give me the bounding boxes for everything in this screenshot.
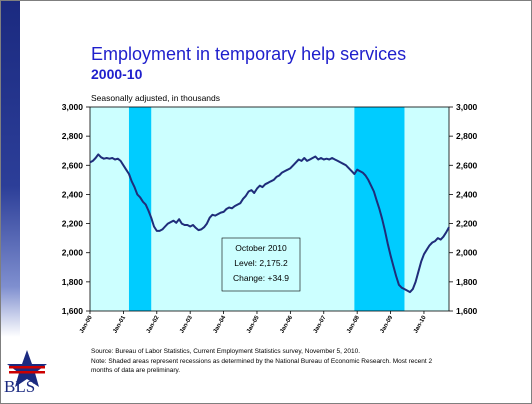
y-tick-label-left: 2,600 bbox=[62, 160, 84, 170]
chart-title: Employment in temporary help services bbox=[91, 44, 407, 64]
y-axis-unit-note: Seasonally adjusted, in thousands bbox=[91, 93, 221, 103]
y-tick-label-right: 3,000 bbox=[456, 102, 478, 112]
recession-shading-group bbox=[90, 107, 449, 311]
x-tick-label: Jan-04 bbox=[213, 314, 228, 334]
annotation-box-frame bbox=[221, 237, 301, 292]
y-tick-label-right: 2,800 bbox=[456, 131, 478, 141]
y-tick-label-left: 3,000 bbox=[62, 102, 84, 112]
series-line bbox=[89, 153, 450, 294]
recession-note-line-2: months of data are preliminary. bbox=[91, 367, 181, 374]
x-tick-label: Jan-02 bbox=[146, 314, 161, 334]
x-tick-label: Jan-01 bbox=[112, 314, 127, 334]
x-tick-label: Jan-09 bbox=[380, 314, 395, 334]
y-tick-label-right: 2,600 bbox=[456, 160, 478, 170]
bls-logo-text: BLS bbox=[4, 377, 36, 396]
series-group bbox=[89, 153, 450, 294]
y-axis-right: 3,000 2,800 2,600 2,400 2,200 2,000 1,800 1,600 bbox=[449, 102, 478, 316]
x-tick-label: Jan-08 bbox=[346, 314, 361, 334]
y-tick-label-right: 2,200 bbox=[456, 219, 478, 229]
y-tick-label-left: 1,600 bbox=[62, 306, 84, 316]
x-tick-label: Jan-05 bbox=[246, 314, 261, 334]
annotation-month: October 2010 bbox=[235, 243, 287, 253]
x-tick-label: Jan-07 bbox=[313, 314, 328, 334]
x-axis: Jan-00 Jan-01 Jan-02 Jan-03 Jan-04 Jan-05 Jan-… bbox=[79, 311, 428, 334]
y-tick-label-left: 2,000 bbox=[62, 248, 84, 258]
y-tick-label-left: 1,800 bbox=[62, 277, 84, 287]
recession-note-line-1: Note: Shaded areas represent recessions … bbox=[91, 357, 433, 365]
y-axis-left: 3,000 2,800 2,600 2,400 2,200 2,000 1,800 1,600 bbox=[62, 102, 90, 316]
x-tick-label: Jan-00 bbox=[79, 314, 94, 334]
annotation-box: October 2010 Level: 2,175.2 Change: +34.… bbox=[221, 237, 301, 292]
y-tick-label-left: 2,800 bbox=[62, 131, 84, 141]
bls-star-logo-icon bbox=[7, 350, 47, 387]
chart-subtitle: 2000-10 bbox=[91, 66, 143, 82]
x-tick-label: Jan-06 bbox=[279, 314, 294, 334]
y-tick-label-left: 2,200 bbox=[62, 219, 84, 229]
decorative-side-bar bbox=[1, 1, 20, 337]
x-tick-label: Jan-03 bbox=[179, 314, 194, 334]
y-tick-label-right: 2,400 bbox=[456, 189, 478, 199]
annotation-change: Change: +34.9 bbox=[233, 273, 289, 283]
plot-area-frame bbox=[89, 106, 450, 312]
y-tick-label-right: 2,000 bbox=[456, 248, 478, 258]
y-tick-label-right: 1,600 bbox=[456, 306, 478, 316]
annotation-level: Level: 2,175.2 bbox=[234, 258, 288, 268]
y-tick-label-left: 2,400 bbox=[62, 189, 84, 199]
x-tick-label: Jan-10 bbox=[413, 314, 428, 334]
y-tick-label-right: 1,800 bbox=[456, 277, 478, 287]
source-line: Source: Bureau of Labor Statistics, Curr… bbox=[91, 348, 361, 355]
recession-band-1 bbox=[128, 107, 152, 311]
source-note: Source: Bureau of Labor Statistics, Curr… bbox=[91, 347, 511, 376]
